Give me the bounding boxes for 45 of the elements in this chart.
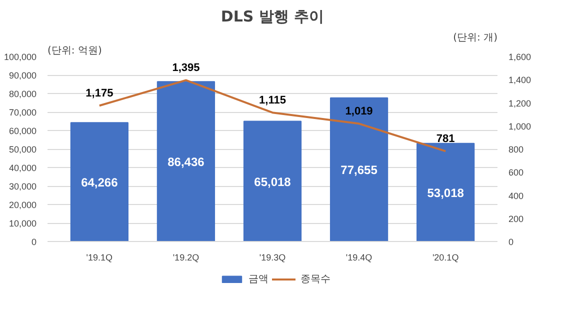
- data-label: 1,115: [259, 94, 286, 107]
- bar: [243, 120, 302, 242]
- text: (단위: 억원): [48, 46, 102, 56]
- y-tick-label: 40,000: [8, 163, 37, 173]
- y-tick-label: 100,000: [4, 52, 37, 62]
- data-label: 53,018: [427, 186, 464, 200]
- bar: [330, 97, 388, 242]
- y2-tick-label: 1,600: [508, 52, 532, 62]
- data-label: 64,266: [81, 176, 118, 190]
- data-label: 65,018: [254, 174, 292, 189]
- x-tick-label: '20.1Q: [432, 252, 459, 262]
- y2-tick-label: 1,000: [508, 121, 532, 132]
- y2-tick-label: 1,200: [508, 98, 532, 108]
- x-tick-label: '19.2Q: [172, 252, 200, 262]
- y-tick-label: 10,000: [8, 218, 37, 228]
- y2-tick-label: 600: [508, 168, 524, 178]
- y-tick-label: 30,000: [8, 182, 37, 192]
- y-tick-label: 60,000: [8, 126, 37, 136]
- y2-tick-label: 400: [508, 190, 524, 201]
- y-tick-label: 0: [31, 237, 37, 247]
- y-tick-label: 90,000: [8, 70, 37, 80]
- y-tick-label: 80,000: [8, 89, 37, 99]
- data-label: 77,655: [340, 163, 378, 178]
- data-label: 1,019: [345, 106, 373, 118]
- legend-label: 종목수: [300, 273, 330, 286]
- x-tick-label: '19.3Q: [259, 252, 286, 262]
- y-tick-label: 70,000: [8, 108, 37, 118]
- legend-label: 금액: [248, 273, 268, 286]
- bar: [156, 81, 216, 242]
- x-tick-label: '19.1Q: [86, 252, 113, 262]
- data-label: 1,395: [172, 62, 200, 74]
- text: (단위: 개): [453, 32, 498, 44]
- y-tick-label: 20,000: [8, 200, 37, 210]
- bar: [70, 122, 128, 242]
- y2-tick-label: 200: [508, 214, 524, 224]
- y2-tick-label: 0: [508, 237, 514, 247]
- data-label: 1,175: [86, 88, 114, 100]
- y2-tick-label: 800: [508, 144, 524, 154]
- y-tick-label: 50,000: [8, 144, 37, 154]
- x-tick-label: '19.4Q: [346, 252, 372, 262]
- data-label: 781: [436, 133, 455, 146]
- y2-tick-label: 1,400: [508, 75, 532, 86]
- bar: [416, 142, 475, 242]
- data-label: 86,436: [168, 155, 205, 170]
- chart-title: DLS 발행 추이: [220, 8, 324, 26]
